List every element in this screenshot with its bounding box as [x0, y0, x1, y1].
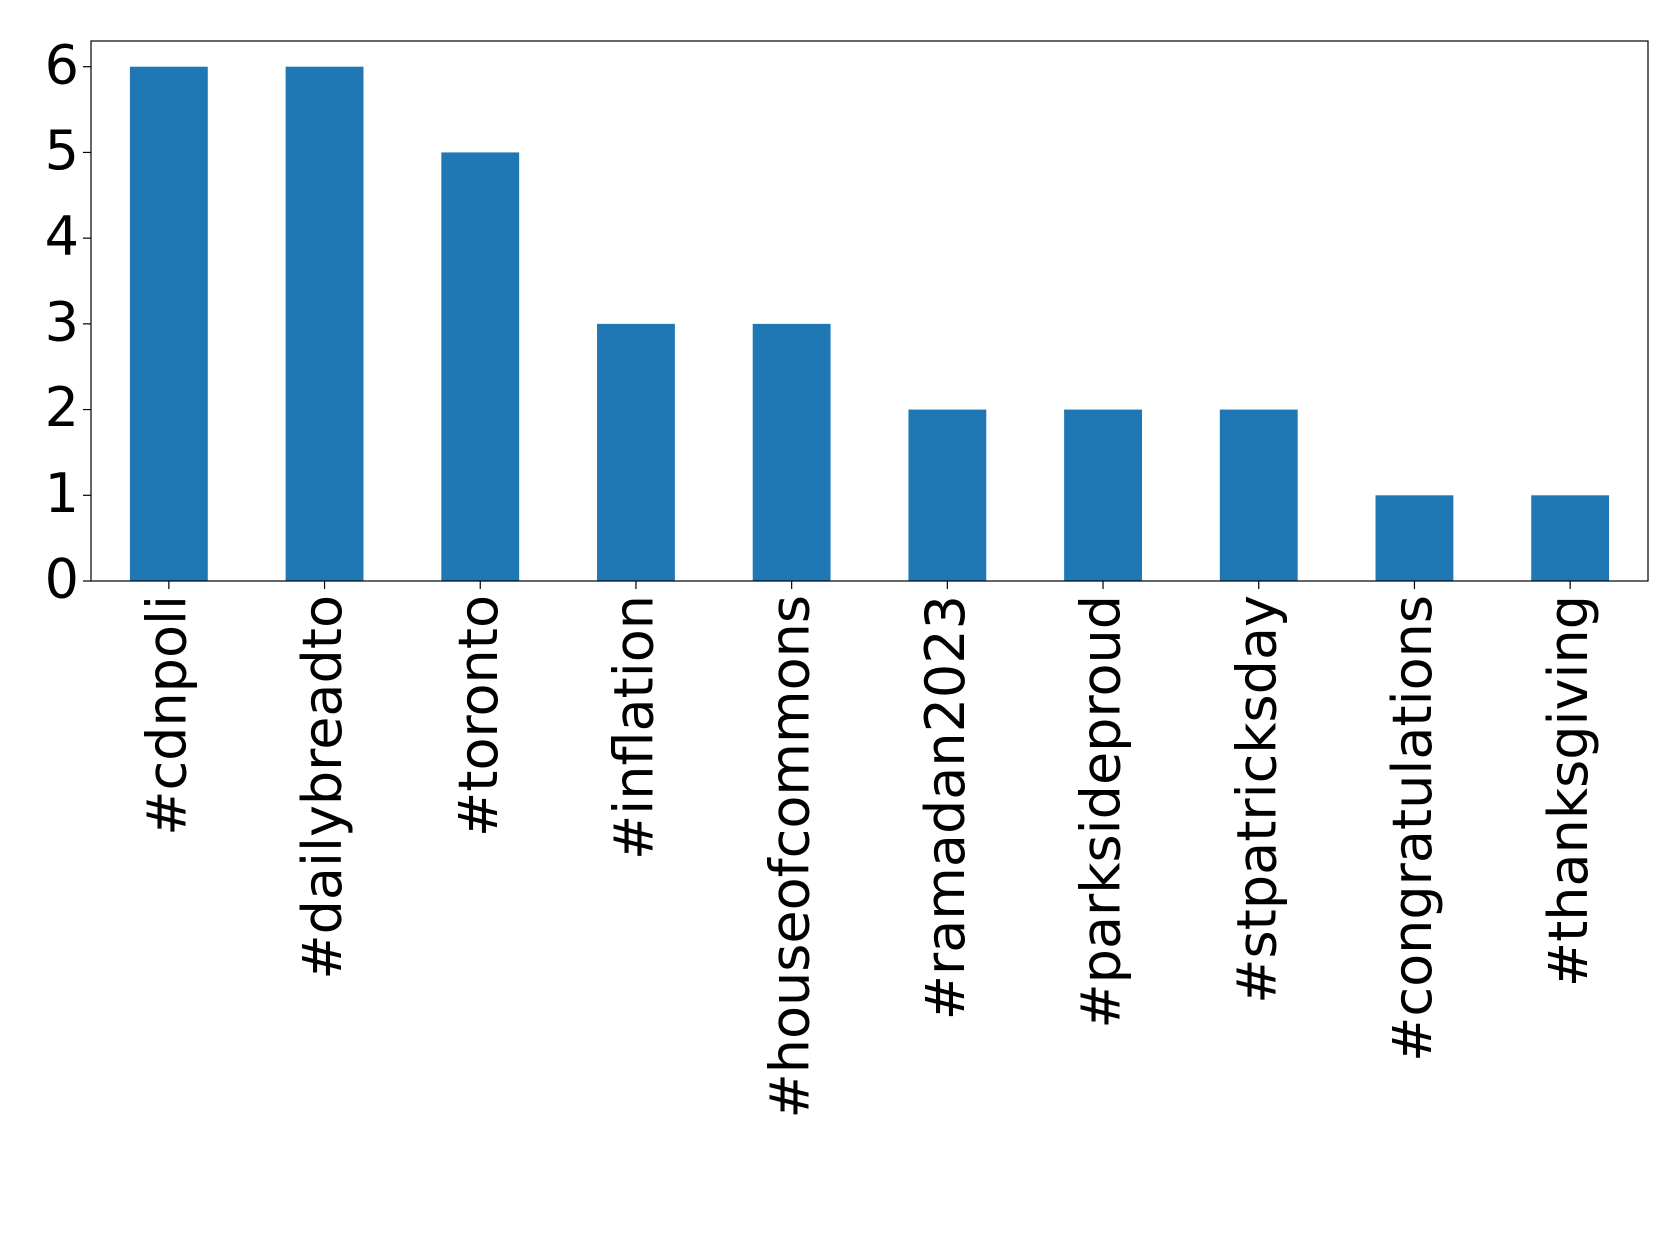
- bar: [1064, 409, 1142, 581]
- x-tick-label: #congratulations: [1381, 595, 1444, 1062]
- bar: [441, 152, 520, 581]
- plot-frame: [90, 40, 1649, 582]
- bar: [1531, 495, 1610, 581]
- bar: [908, 409, 987, 581]
- x-tick-label: #toronto: [447, 595, 510, 837]
- x-tick-label: #thanksgiving: [1537, 595, 1600, 987]
- bar: [1375, 495, 1454, 581]
- x-tick-label: #inflation: [603, 595, 666, 860]
- x-tick-label: #parksideproud: [1070, 595, 1133, 1029]
- bar: [1219, 409, 1298, 581]
- bar: [752, 323, 831, 581]
- bar: [597, 323, 675, 581]
- y-tick-label: 3: [45, 290, 79, 353]
- y-tick-label: 5: [45, 119, 79, 182]
- x-tick-label: #houseofcommons: [758, 595, 821, 1118]
- y-tick-label: 0: [45, 548, 79, 611]
- y-tick-label: 2: [45, 376, 79, 439]
- x-tick-label: #dailybreadto: [291, 595, 354, 980]
- x-tick-label: #stpatricksday: [1225, 595, 1288, 1004]
- y-tick-label: 6: [45, 33, 79, 96]
- y-tick-label: 1: [45, 462, 79, 525]
- y-tick-label: 4: [45, 205, 79, 268]
- bar: [285, 66, 364, 581]
- bar: [129, 66, 208, 581]
- x-tick-label: #ramadan2023: [914, 595, 977, 1020]
- x-tick-label: #cdnpoli: [135, 595, 198, 836]
